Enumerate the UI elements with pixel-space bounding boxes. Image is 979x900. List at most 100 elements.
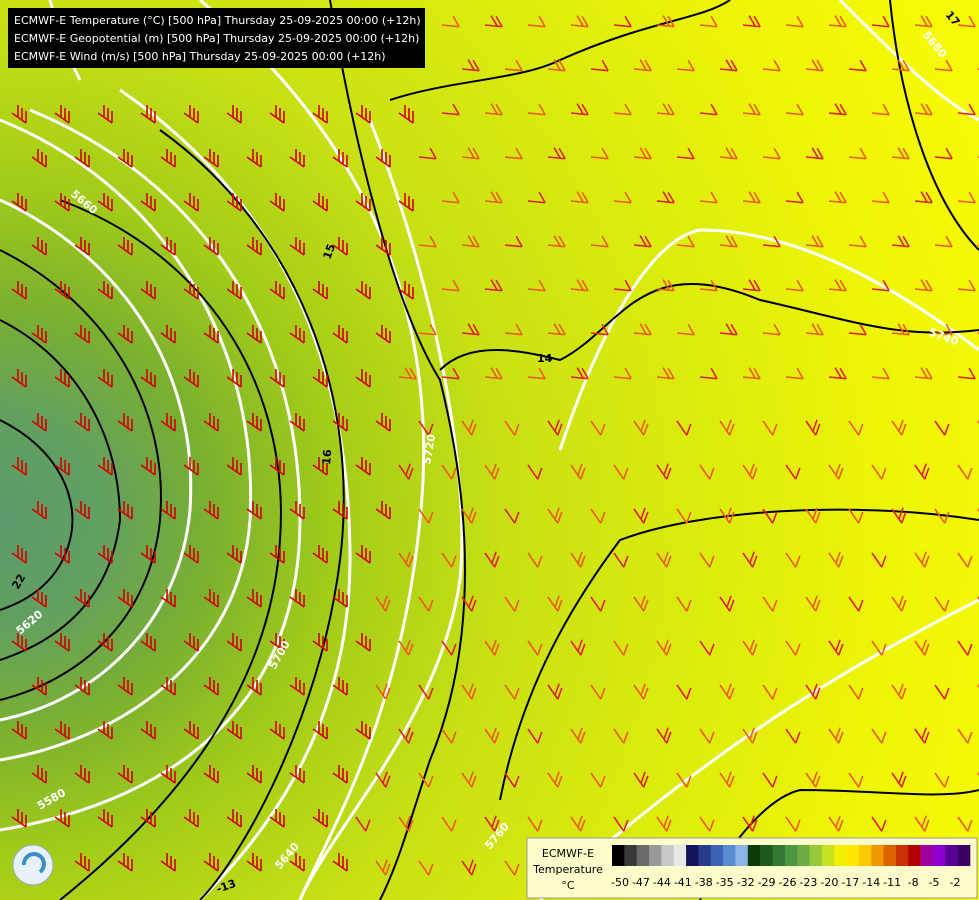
wind-barb <box>828 815 844 832</box>
barb-feather <box>644 147 652 160</box>
barb-feather <box>966 555 973 568</box>
barb-feather <box>579 467 586 480</box>
wind-barb <box>785 103 804 116</box>
barb-feather <box>624 279 632 292</box>
barb-staff <box>785 640 797 656</box>
barb-staff <box>570 24 589 28</box>
barb-feather <box>601 147 609 160</box>
barb-feather <box>513 687 520 700</box>
wind-barb <box>398 463 414 480</box>
barb-feather <box>925 367 933 380</box>
wind-barb <box>527 15 546 28</box>
wind-barb <box>332 501 348 520</box>
barb-staff <box>527 112 546 116</box>
colorbar-swatch <box>649 845 662 866</box>
wind-barb <box>676 596 692 612</box>
barb-feather <box>538 15 546 28</box>
wind-barb <box>289 765 305 784</box>
barb-feather <box>685 775 692 788</box>
barb-staff <box>742 288 761 292</box>
barb-feather <box>495 367 503 380</box>
wind-barb <box>742 15 761 28</box>
barb-feather <box>751 643 758 656</box>
wind-barb <box>484 15 503 28</box>
wind-barb <box>527 552 543 568</box>
barb-feather <box>662 191 670 203</box>
barb-feather <box>710 279 718 292</box>
barb-feather <box>710 103 718 116</box>
barb-feather <box>622 643 629 656</box>
colorbar-label: -47 <box>632 876 650 889</box>
barb-staff <box>762 420 774 436</box>
barb-feather <box>968 191 976 204</box>
wind-barb <box>484 191 503 204</box>
barb-feather <box>579 643 586 656</box>
barb-staff <box>289 508 305 520</box>
wind-barb <box>332 413 348 432</box>
wind-barb <box>484 367 503 380</box>
wind-barb <box>504 860 520 876</box>
barb-staff <box>54 112 70 124</box>
wind-barb <box>54 721 70 740</box>
wind-barb <box>828 103 847 116</box>
barb-feather <box>835 463 841 476</box>
barb-staff <box>805 68 824 72</box>
barb-staff <box>719 156 738 160</box>
wind-barb <box>547 595 563 612</box>
colorbar-label: -17 <box>841 876 859 889</box>
barb-feather <box>470 423 477 436</box>
barb-feather <box>513 599 520 612</box>
barb-feather <box>882 367 890 380</box>
barb-feather <box>364 819 371 832</box>
barb-feather <box>553 235 561 247</box>
barb-staff <box>54 464 70 476</box>
barb-staff <box>332 596 348 608</box>
colorbar-swatch <box>772 845 786 866</box>
wind-barb <box>891 235 910 248</box>
barb-staff <box>914 640 926 656</box>
barb-staff <box>871 200 890 204</box>
barb-feather <box>581 279 589 292</box>
barb-staff <box>484 288 503 292</box>
wind-barb <box>613 640 629 656</box>
wind-barb <box>484 279 503 292</box>
wind-barb <box>97 105 113 124</box>
wind-barb <box>461 859 477 876</box>
wind-barb <box>570 191 589 204</box>
wind-barb <box>719 595 735 612</box>
wind-barb <box>785 816 801 832</box>
barb-staff <box>699 464 711 480</box>
wind-barb <box>332 677 348 696</box>
barb-feather <box>900 599 907 612</box>
wind-barb <box>11 545 27 564</box>
wind-barb <box>74 413 90 432</box>
barb-staff <box>441 816 453 832</box>
barb-feather <box>796 279 804 292</box>
barb-staff <box>504 420 516 436</box>
barb-feather <box>923 643 930 656</box>
barb-feather <box>515 59 523 72</box>
wind-barb <box>828 551 844 568</box>
wind-barb <box>312 193 328 212</box>
wind-barb <box>891 507 907 524</box>
barb-feather <box>816 147 824 160</box>
barb-staff <box>656 200 675 204</box>
barb-staff <box>547 68 566 72</box>
barb-staff <box>11 552 27 564</box>
wind-barb <box>418 860 434 876</box>
barb-feather <box>816 59 824 72</box>
barb-staff <box>332 508 348 520</box>
wind-barb <box>504 420 520 436</box>
wind-barb <box>613 728 629 744</box>
wind-barb <box>269 809 285 828</box>
barb-feather <box>857 599 864 612</box>
wind-barb <box>289 853 305 872</box>
wind-barb <box>418 684 434 700</box>
wind-barb <box>461 683 477 700</box>
barb-feather <box>925 191 933 204</box>
barb-feather <box>599 687 606 700</box>
barb-feather <box>639 147 647 159</box>
barb-feather <box>966 819 973 832</box>
barb-feather <box>753 191 761 204</box>
barb-feather <box>554 419 560 432</box>
